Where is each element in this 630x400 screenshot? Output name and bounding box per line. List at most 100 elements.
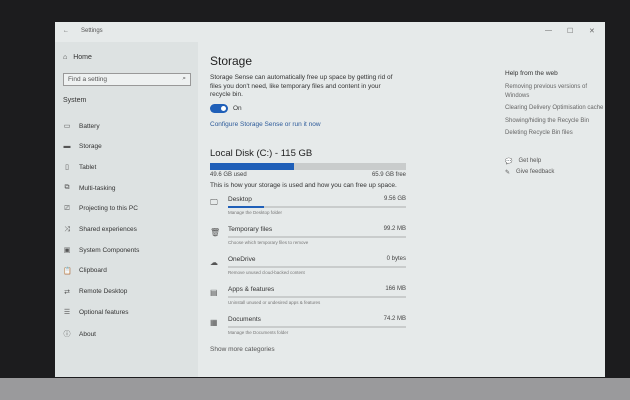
category-size: 74.2 MB [383,316,406,322]
sidebar-item-label: System Components [79,246,140,254]
free-label: 65.9 GB free [371,171,406,178]
category-name: Documents [228,316,261,323]
category-description: Manage the Documents folder [228,330,289,335]
category-name: OneDrive [228,256,256,263]
sidebar-item-remote-desktop[interactable]: ⇄ Remote Desktop [63,288,127,296]
storage-category[interactable]: ☁ OneDrive 0 bytes Remove unused cloud-back… [210,256,406,286]
category-usage-bar [228,326,406,328]
storage-category[interactable]: ▦ Documents 74.2 MB Manage the Documents fo… [210,316,406,346]
clipboard-icon: 📋 [63,267,72,275]
sidebar: ⌂ Home Find a setting ⌕ System ▭ Battery ▬ St… [55,42,198,377]
disk-title: Local Disk (C:) - 115 GB [210,147,313,159]
category-usage-bar [228,236,406,238]
feedback-icon: ✎ [505,169,511,176]
storage-category[interactable]: 🗑 Temporary files 99.2 MB Choose which temp… [210,226,406,256]
disk-usage-bar [210,162,406,170]
usage-description: This is how your storage is used and how… [210,181,397,189]
category-usage-fill [228,206,264,208]
category-description: Remove unused cloud-backed content [228,270,305,275]
minimize-button[interactable]: — [545,27,552,34]
projecting-icon: ⎚ [64,204,70,212]
tablet-icon: ▯ [65,164,69,172]
info-icon: ⓘ [63,331,71,338]
feedback-label: Give feedback [516,168,555,175]
sidebar-item-label: Shared experiences [79,226,137,233]
configure-storage-sense-link[interactable]: Configure Storage Sense or run it now [210,120,321,128]
sidebar-home[interactable]: ⌂ Home [63,54,92,61]
sidebar-item-multi-tasking[interactable]: ⧉ Multi-tasking [63,184,116,192]
help-link[interactable]: Removing previous versions of Windows [505,84,588,99]
category-usage-bar [228,266,406,268]
home-icon: ⌂ [63,54,68,61]
category-usage-bar [228,296,406,298]
settings-window: ← Settings — ☐ ✕ ⌂ Home Find a setting ⌕ S… [55,22,605,377]
battery-icon: ▭ [63,123,71,130]
category-description: Choose which temporary files to remove [228,240,309,245]
section-heading: System [63,97,87,104]
give-feedback-link[interactable]: ✎ Give feedback [505,169,605,176]
search-icon: ⌕ [182,75,186,82]
category-size: 0 bytes [386,256,406,262]
sidebar-item-label: Optional features [79,308,129,316]
sidebar-item-about[interactable]: ⓘ About [63,329,97,339]
remote-icon: ⇄ [64,288,70,296]
home-label: Home [73,54,92,61]
sidebar-item-battery[interactable]: ▭ Battery [63,122,100,131]
apps-icon: ▤ [210,288,218,297]
features-icon: ☰ [63,309,71,317]
help-link[interactable]: Clearing Delivery Optimisation cache [505,105,604,111]
sidebar-item-label: Storage [79,142,102,150]
trash-icon: 🗑 [210,228,221,237]
chat-icon: 💬 [505,158,513,165]
category-size: 166 MB [385,286,406,292]
page-title: Storage [210,54,253,68]
sidebar-item-tablet[interactable]: ▯ Tablet [63,163,96,172]
category-name: Apps & features [228,286,275,293]
components-icon: ▣ [63,247,71,255]
sidebar-item-clipboard[interactable]: 📋 Clipboard [63,267,107,275]
documents-icon: ▦ [210,318,218,327]
sidebar-item-label: Battery [79,122,100,130]
category-usage-bar [228,206,406,208]
used-label: 49.6 GB used [210,171,247,178]
close-button[interactable]: ✕ [589,28,595,35]
get-help-label: Get help [518,157,542,164]
cloud-icon: ☁ [210,258,218,267]
toggle-label: On [233,104,242,112]
sidebar-item-label: Clipboard [79,267,107,275]
help-panel: Help from the web Removing previous vers… [505,70,605,176]
sidebar-item-label: Projecting to this PC [79,205,138,213]
multitasking-icon: ⧉ [64,184,70,192]
device-bezel [0,378,630,400]
storage-category[interactable]: 🖵 Desktop 9.56 GB Manage the Desktop folder [210,196,406,226]
sidebar-item-storage[interactable]: ▬ Storage [63,143,102,150]
sidebar-item-system-components[interactable]: ▣ System Components [63,246,140,255]
help-link[interactable]: Showing/hiding the Recycle Bin [505,117,590,124]
arrow-left-icon[interactable]: ← [63,28,69,34]
storage-category[interactable]: ▤ Apps & features 166 MB Uninstall unused o… [210,286,406,316]
category-description: Uninstall unused or undesired apps & fea… [228,300,321,305]
sidebar-item-label: Multi-tasking [79,184,116,192]
show-more-categories-link[interactable]: Show more categories [210,346,275,353]
sidebar-item-projecting-to-this-pc[interactable]: ⎚ Projecting to this PC [63,205,138,213]
category-description: Manage the Desktop folder [228,210,283,215]
disk-usage-fill [210,162,295,170]
get-help-link[interactable]: 💬 Get help [505,158,605,165]
search-input[interactable]: Find a setting ⌕ [63,73,191,86]
window-title: Settings [81,28,103,34]
storage-sense-toggle[interactable]: On [210,103,460,113]
category-size: 99.2 MB [383,226,406,232]
toggle-switch[interactable] [210,103,228,113]
shared-icon: ⤨ [64,225,70,233]
title-bar: ← Settings — ☐ ✕ [55,22,605,42]
maximize-button[interactable]: ☐ [567,28,574,35]
sidebar-item-shared-experiences[interactable]: ⤨ Shared experiences [63,226,137,234]
storage-sense-description: Storage Sense can automatically free up … [210,74,393,98]
category-name: Desktop [228,196,252,203]
sidebar-item-optional-features[interactable]: ☰ Optional features [63,308,129,317]
help-title: Help from the web [505,70,558,77]
help-link[interactable]: Deleting Recycle Bin files [505,130,573,136]
sidebar-item-label: About [79,330,96,338]
main-content: Storage Storage Sense can automatically … [210,42,460,353]
category-name: Temporary files [228,226,273,233]
